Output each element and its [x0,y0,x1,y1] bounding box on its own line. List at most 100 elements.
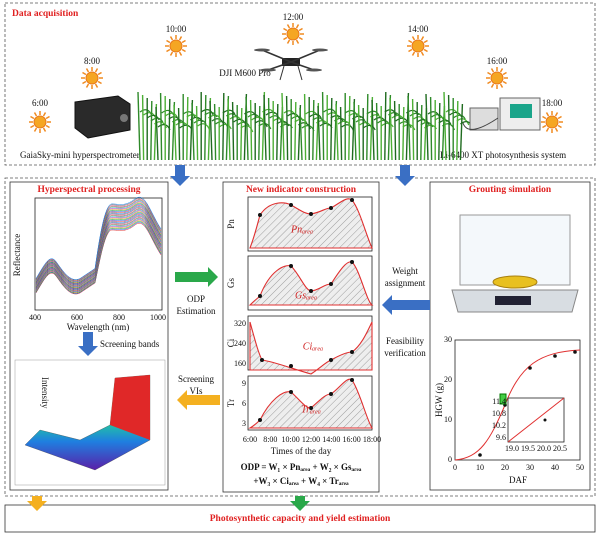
propeller [306,68,322,72]
crop-leaf [366,110,380,116]
tick-label: 30 [526,463,534,472]
crop-stem [285,95,289,161]
crop-leaf [168,116,182,124]
point [329,206,333,210]
sun-ray [181,39,186,44]
link-label: Screening bands [100,339,160,349]
crop-leaf [384,109,398,117]
balance-pan [492,275,538,289]
crop-leaf [143,112,157,119]
axis-label: Times of the day [271,446,332,456]
panel-title: New indicator construction [246,185,357,195]
panel [9,181,169,491]
point [528,366,532,370]
point [573,350,577,354]
point [553,354,557,358]
formula: ODP = W₁ × Pnₐᵣₑₐ + W₂ × Gsₐᵣₑₐ [241,462,362,472]
point [350,198,354,202]
crop-leaf [413,116,427,124]
sun-ray [423,48,428,53]
crop-stem [348,95,351,161]
crop-leaf [186,114,200,121]
point [329,358,333,362]
crop-stem [249,99,253,161]
crop-stem [335,103,339,161]
tick-label: 19.5 [521,444,535,453]
camera [74,95,131,139]
link-label: Feasibility [386,336,424,346]
tick-label: 11.4 [492,397,506,406]
sun [490,71,504,85]
crop-leaf [272,118,286,125]
link-label: verification [384,348,426,358]
crop-leaf [182,111,196,119]
crop-stem [389,97,393,161]
sun [33,115,47,129]
sun-ray [30,124,35,129]
tick-label: 9 [242,379,246,388]
tick-label: 10:00 [282,435,300,444]
tick-label: 20.5 [553,444,567,453]
crop-stem [267,97,271,161]
panel-title: Grouting simulation [469,185,552,195]
link-label: assignment [385,278,426,288]
sun-ray [545,127,550,132]
sun-ray [420,51,425,56]
device-label: GaiaSky-mini hyperspectrometer [20,150,140,160]
tick-label: 320 [234,319,246,328]
sun-ray [94,83,99,88]
formula: +W₃ × Ciₐᵣₑₐ + W₄ × Trₐᵣₑₐ [253,476,349,486]
point [350,350,354,354]
acquisition-box [4,2,596,166]
crop-stem [429,96,433,161]
sun-ray [295,39,300,44]
drone-arm [267,61,292,71]
drone-leg [297,65,303,81]
sun-ray [502,71,507,76]
crop-leaf [319,122,333,129]
sun-ray [499,83,504,88]
arrow [27,496,47,511]
tick-label: 20.0 [537,444,551,453]
crop-stem [177,107,181,161]
crop-stem [371,99,375,161]
crop-leaf [200,109,214,116]
zoom-box [499,393,507,405]
sun [545,115,559,129]
sun-ray [490,83,495,88]
point [260,358,264,362]
sun-ray [554,112,559,117]
drone-arm [290,61,315,71]
crop-leaf [197,123,211,131]
area-label: Trₐᵣₑₐ [301,404,321,415]
sun-ray [554,127,559,132]
tick-label: 10 [444,415,452,424]
inset-line [507,397,565,443]
drone-arm [261,49,292,63]
surface-frame [14,359,166,486]
crop-stem [195,105,199,161]
crop-leaf [330,115,344,122]
crop-leaf [341,124,355,132]
sun-ray [45,124,50,129]
point [329,392,333,396]
arrow [78,332,98,356]
sun-ray [295,24,300,29]
crop-leaf [323,108,337,114]
crop-stem [227,98,231,161]
crop-leaf [258,123,272,130]
axis-label: DAF [509,475,527,485]
sun-ray [33,127,38,132]
point [543,418,547,422]
tick-label: 12:00 [302,435,320,444]
link-label: Estimation [177,306,216,316]
link-label: VIs [190,386,203,396]
crop-stem [173,104,177,161]
sun-ray [542,115,547,120]
sun-ray [166,39,171,44]
crop-stem [393,100,397,161]
crop-stem [213,103,217,161]
propeller [254,48,270,52]
camera-lens [120,114,128,122]
panel-title: Hyperspectral processing [38,185,141,195]
